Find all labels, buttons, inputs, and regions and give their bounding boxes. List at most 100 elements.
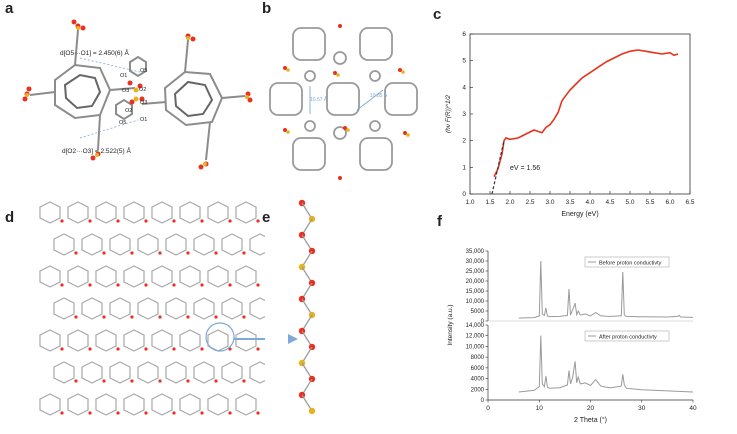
panel-f-after-legend-label: After proton conductivty [599, 335, 657, 341]
oxygen-atom [102, 379, 106, 383]
framework-ring [193, 233, 215, 256]
oxygen-atom [130, 315, 134, 319]
y-tick-label: 4000 [471, 377, 485, 383]
framework-ring [165, 297, 187, 320]
framework-ring [95, 201, 117, 224]
y-tick-label: 25,000 [466, 269, 485, 275]
oxygen-atom [214, 251, 218, 255]
framework-ring [235, 265, 257, 288]
atom-label: O3 [122, 88, 130, 94]
framework-ring [193, 297, 215, 320]
oxygen-atom [242, 315, 246, 319]
oxygen-atom [200, 219, 204, 223]
oxygen-atom [144, 219, 148, 223]
oxygen-atom [88, 347, 92, 351]
framework-ring [67, 329, 89, 352]
framework-ring [249, 361, 265, 384]
oxygen-atom [228, 411, 232, 415]
oxygen-atom [256, 411, 260, 415]
x-tick-label: 0 [486, 405, 490, 412]
framework-ring [39, 265, 61, 288]
framework-ring [95, 329, 117, 352]
y-tick-label: 12,000 [466, 334, 485, 340]
panel-f-before-legend-box [584, 256, 670, 268]
oxygen-atom [172, 347, 176, 351]
oxygen-atom [88, 411, 92, 415]
framework-ring [39, 201, 61, 224]
panel-letter-f: f [437, 213, 442, 230]
framework-ring [123, 265, 145, 288]
panel-letter-c: c [433, 6, 442, 23]
oxygen-atom [144, 411, 148, 415]
y-tick-label: 2 [462, 138, 466, 145]
framework-ring [179, 265, 201, 288]
x-tick-label: 20 [587, 405, 595, 412]
atom-label: O2 [139, 87, 147, 93]
x-tick-label: 3.0 [545, 199, 554, 206]
framework-ring [39, 329, 61, 352]
oxygen-atom [186, 251, 190, 255]
framework-ring [81, 361, 103, 384]
sulfur-atom [308, 407, 316, 415]
oxygen-atom [144, 347, 148, 351]
oxygen-atom [88, 219, 92, 223]
oxygen-atom [228, 219, 232, 223]
panel-b-packing [269, 24, 418, 180]
oxygen-atom [60, 411, 64, 415]
atom-label: O2 [125, 108, 133, 114]
panel-f-chart: 0 5000 10,000 15,000 20,000 25,000 30,000 35,00… [447, 249, 697, 424]
framework-ring [151, 201, 173, 224]
oxygen-atom [172, 411, 176, 415]
oxygen-atom [256, 283, 260, 287]
framework-ring [207, 329, 229, 352]
panel-f-after-series-line [518, 335, 694, 393]
oxygen-atom [186, 379, 190, 383]
atom-label: O1 [120, 73, 128, 79]
framework-ring [179, 329, 201, 352]
x-tick-label: 2.5 [525, 199, 534, 206]
x-tick-label: 5.0 [625, 199, 634, 206]
atom-label: O1 [140, 117, 148, 123]
oxygen-atom [74, 251, 78, 255]
y-tick-label: 14,000 [466, 323, 485, 329]
oxygen-atom [172, 219, 176, 223]
atom-label: O5 [140, 68, 148, 74]
panel-a-distance-bottom: d[O2···O3] = 2.522(5) Å [62, 148, 131, 155]
framework-ring [165, 361, 187, 384]
framework-ring [137, 361, 159, 384]
framework-ring [235, 329, 257, 352]
panel-d-arrow-head [288, 334, 298, 344]
framework-ring [221, 233, 243, 256]
y-tick-label: 20,000 [466, 279, 485, 285]
oxygen-atom [214, 315, 218, 319]
framework-ring [95, 265, 117, 288]
y-tick-label: 8000 [471, 355, 485, 361]
x-axis-label: 2 Theta (°) [574, 416, 607, 424]
y-tick-label: 35,000 [466, 249, 485, 255]
framework-ring [221, 297, 243, 320]
framework-ring [109, 233, 131, 256]
oxygen-atom [200, 283, 204, 287]
panel-e-chain [298, 199, 316, 415]
panel-c-chart: 1.0 1.5 2.0 2.5 3.0 3.5 4.0 4.5 5.0 5.5 6.0 6.5 0 1 2 3… [445, 31, 695, 218]
framework-ring [123, 201, 145, 224]
panel-f-after-legend-box [584, 330, 670, 342]
framework-ring [53, 233, 75, 256]
atom-label: O5 [119, 120, 127, 126]
framework-ring [221, 361, 243, 384]
x-tick-label: 6.5 [685, 199, 694, 206]
oxygen-atom [102, 315, 106, 319]
oxygen-atom [60, 283, 64, 287]
oxygen-atom [228, 283, 232, 287]
panel-letter-e: e [262, 209, 271, 226]
oxygen-atom [214, 379, 218, 383]
x-tick-label: 4.5 [605, 199, 614, 206]
framework-ring [207, 393, 229, 416]
x-tick-label: 3.5 [565, 199, 574, 206]
panel-b-distance-2: 10.85 Å [370, 93, 388, 99]
framework-ring [249, 297, 265, 320]
framework-ring [109, 297, 131, 320]
framework-ring [109, 361, 131, 384]
framework-ring [151, 265, 173, 288]
panel-f-before-legend-label: Before proton conductivty [599, 261, 662, 267]
